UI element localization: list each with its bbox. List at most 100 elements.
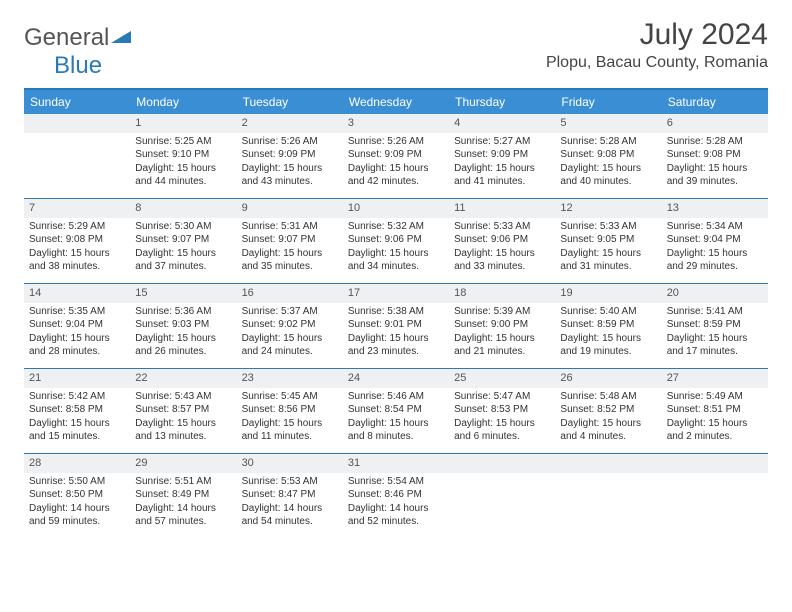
sunset-text: Sunset: 9:05 PM: [560, 233, 656, 247]
sunrise-text: Sunrise: 5:27 AM: [454, 135, 550, 149]
sunset-text: Sunset: 8:59 PM: [667, 318, 763, 332]
daylight-text: Daylight: 15 hours and 40 minutes.: [560, 162, 656, 189]
sunrise-text: Sunrise: 5:28 AM: [667, 135, 763, 149]
day-cell: 1Sunrise: 5:25 AMSunset: 9:10 PMDaylight…: [130, 114, 236, 198]
sunrise-text: Sunrise: 5:33 AM: [560, 220, 656, 234]
location-text: Plopu, Bacau County, Romania: [546, 54, 768, 72]
daylight-text: Daylight: 14 hours and 59 minutes.: [29, 502, 125, 529]
sunset-text: Sunset: 8:54 PM: [348, 403, 444, 417]
sunrise-text: Sunrise: 5:26 AM: [242, 135, 338, 149]
day-cell: 27Sunrise: 5:49 AMSunset: 8:51 PMDayligh…: [662, 369, 768, 453]
day-number: 27: [662, 369, 768, 388]
day-cell: 13Sunrise: 5:34 AMSunset: 9:04 PMDayligh…: [662, 199, 768, 283]
day-number: 26: [555, 369, 661, 388]
weekday-saturday: Saturday: [662, 90, 768, 114]
daylight-text: Daylight: 15 hours and 4 minutes.: [560, 417, 656, 444]
day-number: [662, 454, 768, 473]
daylight-text: Daylight: 15 hours and 35 minutes.: [242, 247, 338, 274]
day-number: 29: [130, 454, 236, 473]
day-cell: 10Sunrise: 5:32 AMSunset: 9:06 PMDayligh…: [343, 199, 449, 283]
day-number: 24: [343, 369, 449, 388]
day-cell: 9Sunrise: 5:31 AMSunset: 9:07 PMDaylight…: [237, 199, 343, 283]
sunset-text: Sunset: 8:53 PM: [454, 403, 550, 417]
daylight-text: Daylight: 15 hours and 44 minutes.: [135, 162, 231, 189]
day-cell: 3Sunrise: 5:26 AMSunset: 9:09 PMDaylight…: [343, 114, 449, 198]
daylight-text: Daylight: 15 hours and 43 minutes.: [242, 162, 338, 189]
sunrise-text: Sunrise: 5:49 AM: [667, 390, 763, 404]
day-cell: 19Sunrise: 5:40 AMSunset: 8:59 PMDayligh…: [555, 284, 661, 368]
day-cell: 23Sunrise: 5:45 AMSunset: 8:56 PMDayligh…: [237, 369, 343, 453]
day-number: 17: [343, 284, 449, 303]
sunset-text: Sunset: 8:49 PM: [135, 488, 231, 502]
sunrise-text: Sunrise: 5:45 AM: [242, 390, 338, 404]
day-cell: 16Sunrise: 5:37 AMSunset: 9:02 PMDayligh…: [237, 284, 343, 368]
sunrise-text: Sunrise: 5:28 AM: [560, 135, 656, 149]
day-number: [449, 454, 555, 473]
day-cell: 22Sunrise: 5:43 AMSunset: 8:57 PMDayligh…: [130, 369, 236, 453]
sunrise-text: Sunrise: 5:46 AM: [348, 390, 444, 404]
title-block: July 2024 Plopu, Bacau County, Romania: [546, 18, 768, 72]
week-row: 28Sunrise: 5:50 AMSunset: 8:50 PMDayligh…: [24, 454, 768, 538]
day-cell: 21Sunrise: 5:42 AMSunset: 8:58 PMDayligh…: [24, 369, 130, 453]
weeks-container: 1Sunrise: 5:25 AMSunset: 9:10 PMDaylight…: [24, 114, 768, 538]
sunrise-text: Sunrise: 5:38 AM: [348, 305, 444, 319]
week-row: 21Sunrise: 5:42 AMSunset: 8:58 PMDayligh…: [24, 369, 768, 454]
header: General Blue July 2024 Plopu, Bacau Coun…: [24, 18, 768, 80]
daylight-text: Daylight: 15 hours and 21 minutes.: [454, 332, 550, 359]
day-number: 31: [343, 454, 449, 473]
logo: General Blue: [24, 24, 133, 80]
sunset-text: Sunset: 9:10 PM: [135, 148, 231, 162]
day-cell: 30Sunrise: 5:53 AMSunset: 8:47 PMDayligh…: [237, 454, 343, 538]
week-row: 1Sunrise: 5:25 AMSunset: 9:10 PMDaylight…: [24, 114, 768, 199]
sunset-text: Sunset: 8:58 PM: [29, 403, 125, 417]
day-cell: 15Sunrise: 5:36 AMSunset: 9:03 PMDayligh…: [130, 284, 236, 368]
day-number: 7: [24, 199, 130, 218]
logo-word-1: General: [24, 24, 109, 51]
daylight-text: Daylight: 15 hours and 19 minutes.: [560, 332, 656, 359]
sunset-text: Sunset: 8:56 PM: [242, 403, 338, 417]
day-number: 10: [343, 199, 449, 218]
sunset-text: Sunset: 9:08 PM: [29, 233, 125, 247]
sunset-text: Sunset: 9:07 PM: [242, 233, 338, 247]
sunset-text: Sunset: 9:09 PM: [242, 148, 338, 162]
day-cell: 25Sunrise: 5:47 AMSunset: 8:53 PMDayligh…: [449, 369, 555, 453]
day-cell: [555, 454, 661, 538]
month-title: July 2024: [546, 18, 768, 52]
day-number: [555, 454, 661, 473]
sunset-text: Sunset: 8:47 PM: [242, 488, 338, 502]
day-number: 19: [555, 284, 661, 303]
daylight-text: Daylight: 15 hours and 6 minutes.: [454, 417, 550, 444]
sunset-text: Sunset: 9:01 PM: [348, 318, 444, 332]
day-cell: [662, 454, 768, 538]
day-number: 14: [24, 284, 130, 303]
daylight-text: Daylight: 15 hours and 41 minutes.: [454, 162, 550, 189]
day-cell: 12Sunrise: 5:33 AMSunset: 9:05 PMDayligh…: [555, 199, 661, 283]
sunset-text: Sunset: 9:00 PM: [454, 318, 550, 332]
sunset-text: Sunset: 9:08 PM: [667, 148, 763, 162]
weekday-wednesday: Wednesday: [343, 90, 449, 114]
daylight-text: Daylight: 15 hours and 24 minutes.: [242, 332, 338, 359]
day-number: 8: [130, 199, 236, 218]
logo-word-2: Blue: [54, 52, 102, 79]
daylight-text: Daylight: 15 hours and 23 minutes.: [348, 332, 444, 359]
sunrise-text: Sunrise: 5:35 AM: [29, 305, 125, 319]
day-number: [24, 114, 130, 133]
daylight-text: Daylight: 15 hours and 31 minutes.: [560, 247, 656, 274]
day-number: 15: [130, 284, 236, 303]
day-cell: 28Sunrise: 5:50 AMSunset: 8:50 PMDayligh…: [24, 454, 130, 538]
sunrise-text: Sunrise: 5:30 AM: [135, 220, 231, 234]
day-cell: 14 Sunrise: 5:35 AMSunset: 9:04 PMDayligh…: [24, 284, 130, 368]
daylight-text: Daylight: 15 hours and 39 minutes.: [667, 162, 763, 189]
day-cell: 24Sunrise: 5:46 AMSunset: 8:54 PMDayligh…: [343, 369, 449, 453]
daylight-text: Daylight: 15 hours and 13 minutes.: [135, 417, 231, 444]
sunset-text: Sunset: 9:07 PM: [135, 233, 231, 247]
day-cell: 17 Sunrise: 5:38 AMSunset: 9:01 PMDayligh…: [343, 284, 449, 368]
sunset-text: Sunset: 9:04 PM: [29, 318, 125, 332]
day-number: 21: [24, 369, 130, 388]
daylight-text: Daylight: 15 hours and 28 minutes.: [29, 332, 125, 359]
day-number: 20: [662, 284, 768, 303]
day-cell: [449, 454, 555, 538]
day-number: 1: [130, 114, 236, 133]
day-number: 13: [662, 199, 768, 218]
daylight-text: Daylight: 15 hours and 2 minutes.: [667, 417, 763, 444]
